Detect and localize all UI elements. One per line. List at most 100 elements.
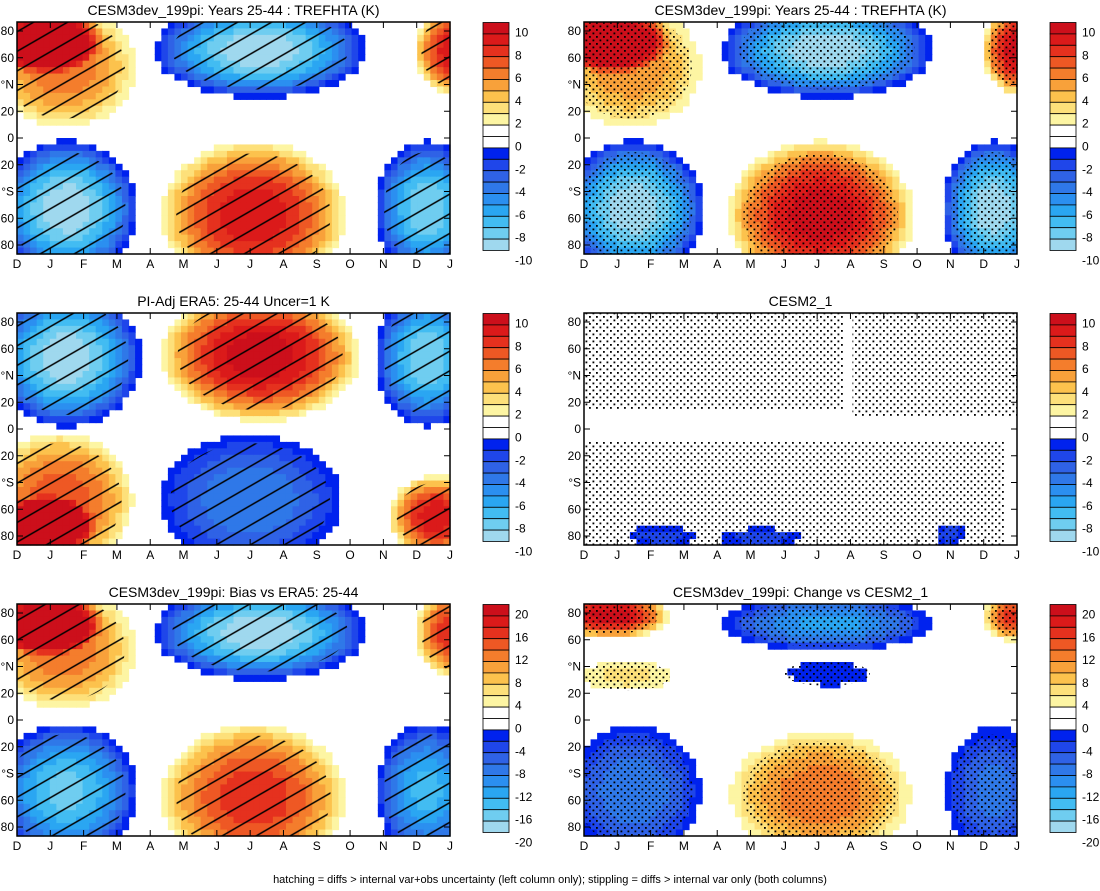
heatmap-cell [174, 345, 182, 353]
heatmap-cell [121, 208, 130, 216]
heatmap-cell [292, 448, 300, 456]
heatmap-cell [285, 409, 294, 417]
heatmap-cell [338, 67, 346, 75]
heatmap-cell [318, 396, 326, 404]
heatmap-cell [174, 170, 182, 178]
heatmap-cell [115, 99, 123, 107]
heatmap-cell [121, 487, 130, 495]
heatmap-cell [318, 170, 326, 178]
heatmap-cell [246, 409, 254, 417]
heatmap-cell [325, 241, 333, 249]
heatmap-cell [207, 157, 215, 165]
heatmap-cell [879, 163, 887, 171]
heatmap-cell [345, 364, 353, 372]
heatmap-cell [898, 183, 907, 191]
heatmap-cell [338, 22, 346, 30]
heatmap-cell [436, 144, 445, 152]
x-tick-label: A [846, 257, 854, 271]
heatmap-cell [115, 525, 123, 533]
heatmap-cell [944, 208, 952, 216]
heatmap-cell [728, 221, 736, 229]
heatmap-cell [377, 377, 385, 385]
heatmap-cell [390, 512, 399, 520]
heatmap-cell [161, 67, 169, 75]
heatmap-cell [767, 163, 775, 171]
heatmap-cell [331, 241, 340, 249]
heatmap-cell [312, 170, 320, 178]
heatmap-cell [892, 80, 900, 88]
x-tick-label: M [746, 257, 756, 271]
heatmap-cell [358, 54, 366, 62]
heatmap-cell [610, 150, 618, 158]
heatmap-cell [187, 448, 195, 456]
colorbar-label: -2 [1082, 162, 1093, 176]
x-tick-label: N [379, 257, 388, 271]
heatmap-cell [351, 358, 359, 366]
heatmap-cell [115, 34, 123, 42]
heatmap-cell [312, 532, 320, 540]
heatmap-cell [161, 364, 169, 372]
heatmap-cell [728, 67, 736, 75]
heatmap-cell [695, 183, 703, 191]
heatmap-cell [226, 144, 235, 152]
heatmap-cell [121, 506, 130, 514]
heatmap-cell [688, 54, 697, 62]
colorbar-bin [1049, 22, 1077, 35]
heatmap-cell [682, 170, 690, 178]
colorbar-bin [482, 56, 510, 69]
heatmap-cell [174, 319, 182, 327]
heatmap-cell [338, 371, 346, 379]
heatmap-cell [767, 80, 775, 88]
heatmap-cell [688, 86, 697, 94]
colorbar-bin [482, 90, 510, 103]
heatmap-cell [82, 409, 90, 417]
heatmap-cell [17, 448, 25, 456]
heatmap-cell [682, 34, 690, 42]
y-tick-label: °S [1, 476, 14, 490]
heatmap-cell [128, 189, 136, 197]
heatmap-cell [905, 234, 913, 242]
heatmap-cell [161, 202, 169, 210]
heatmap-cell [167, 234, 176, 242]
heatmap-cell [748, 67, 756, 75]
heatmap-cell [629, 118, 638, 126]
heatmap-cell [89, 409, 97, 417]
heatmap-cell [187, 383, 195, 391]
heatmap-cell [108, 99, 117, 107]
heatmap-cell [688, 241, 697, 249]
x-tick-label: F [80, 257, 87, 271]
heatmap-cell [312, 163, 320, 171]
heatmap-cell [23, 448, 31, 456]
heatmap-cell [590, 150, 598, 158]
heatmap-cell [167, 34, 176, 42]
heatmap-cell [748, 247, 756, 255]
heatmap-cell [128, 325, 136, 333]
heatmap-cell [912, 54, 920, 62]
x-tick-label: J [47, 257, 53, 271]
heatmap-cell [299, 157, 307, 165]
heatmap-cell [121, 92, 130, 100]
heatmap-cell [675, 163, 684, 171]
heatmap-cell [128, 202, 136, 210]
heatmap-cell [390, 247, 399, 255]
y-tick-label: 60 [1, 502, 15, 516]
heatmap-cell [892, 183, 900, 191]
heatmap-cell [121, 512, 130, 520]
heatmap-cell [213, 144, 221, 152]
heatmap-cell [345, 34, 353, 42]
heatmap-cell [30, 403, 38, 411]
heatmap-cell [338, 73, 346, 81]
heatmap-cell [121, 474, 130, 482]
heatmap-cell [174, 67, 182, 75]
heatmap-cell [898, 80, 907, 88]
x-tick-label: J [781, 257, 787, 271]
heatmap-cell [266, 416, 274, 424]
heatmap-cell [331, 189, 340, 197]
heatmap-cell [404, 487, 412, 495]
heatmap-cell [741, 183, 749, 191]
heatmap-cell [912, 41, 920, 49]
heatmap-cell [331, 519, 340, 527]
colorbar-label: -10 [1082, 254, 1100, 268]
